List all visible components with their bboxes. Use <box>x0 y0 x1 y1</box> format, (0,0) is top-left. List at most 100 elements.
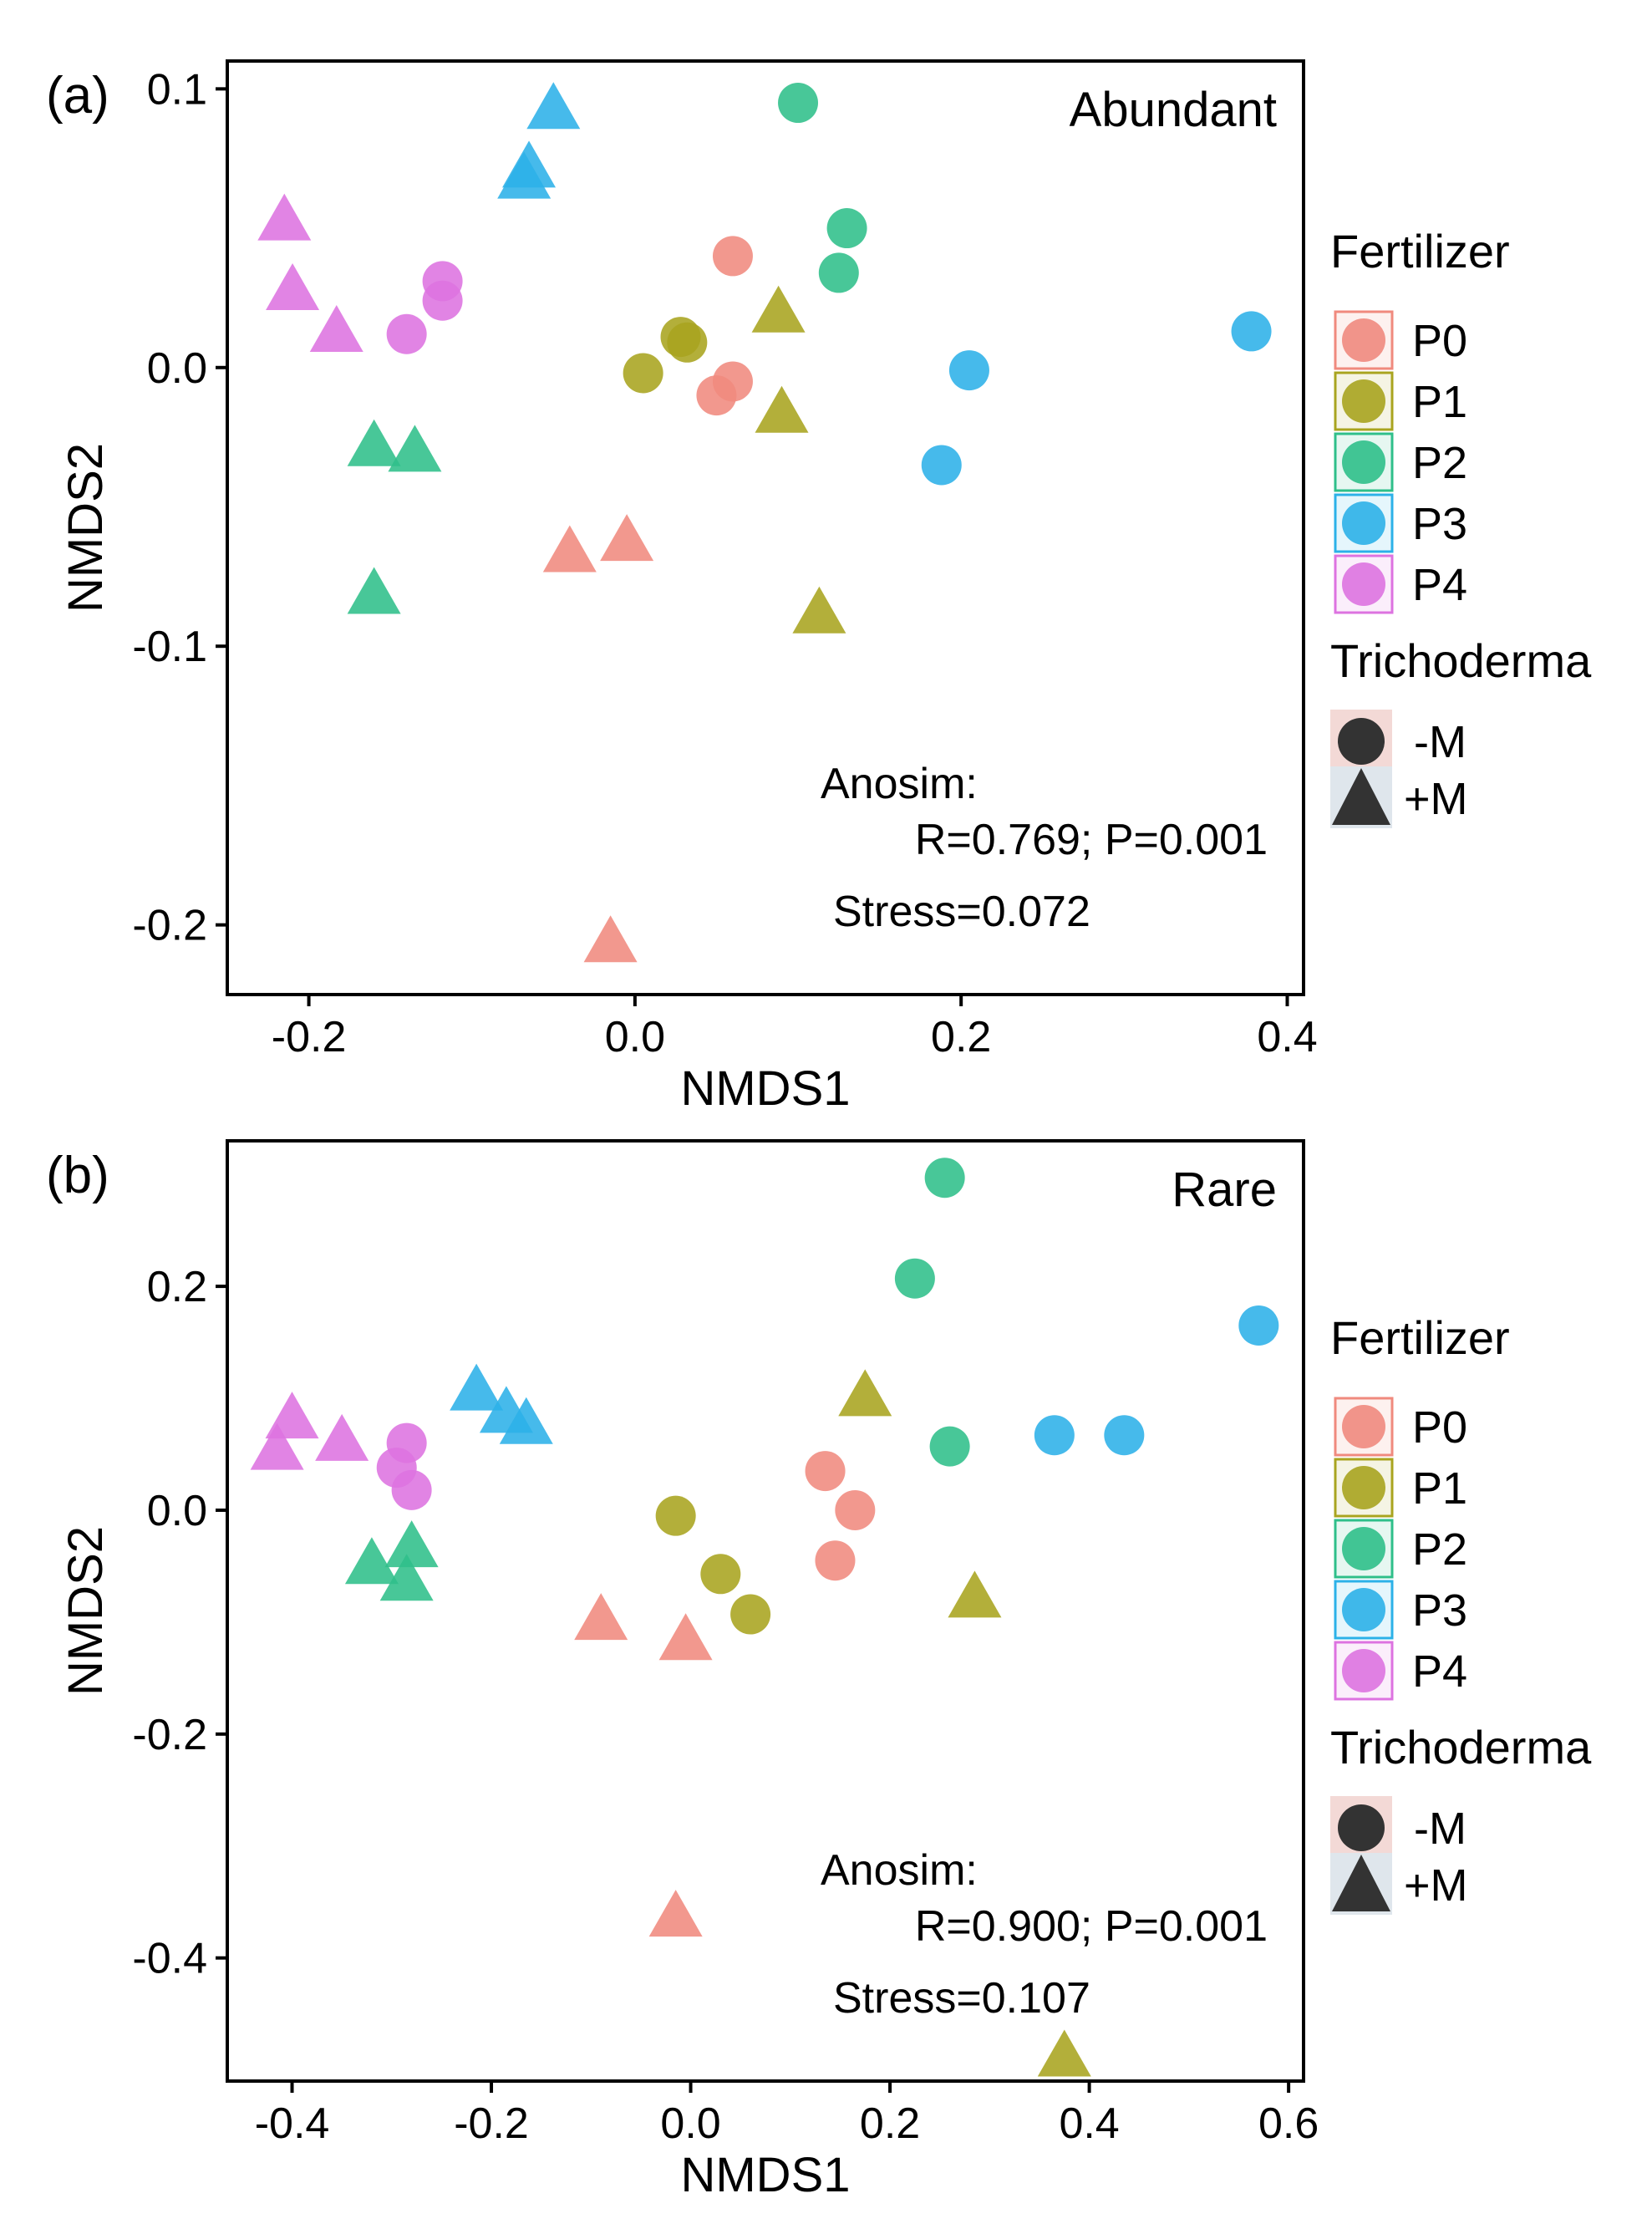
legend-key-p3[interactable] <box>1334 1580 1394 1640</box>
y-tick-label: -0.2 <box>132 1711 207 1759</box>
point-p3-minus-m[interactable] <box>921 445 962 486</box>
point-p4-plus-m[interactable] <box>257 193 312 241</box>
legend: Fertilizer P0 P1 P2 P3 P4 Trichoderma -M +M <box>1330 1311 1592 1915</box>
point-p0-minus-m[interactable] <box>815 1540 856 1581</box>
legend-key-circle <box>1342 379 1385 423</box>
legend-key-circle <box>1338 718 1385 765</box>
point-p0-plus-m[interactable] <box>658 1613 713 1661</box>
point-p4-minus-m[interactable] <box>391 1469 432 1510</box>
point-p4-minus-m[interactable] <box>386 313 427 354</box>
point-p3-plus-m[interactable] <box>499 1397 553 1444</box>
point-p2-minus-m[interactable] <box>894 1258 935 1299</box>
legend-title-fertilizer: Fertilizer <box>1330 1311 1510 1364</box>
point-p1-plus-m[interactable] <box>751 285 806 333</box>
point-p0-minus-m[interactable] <box>835 1489 876 1530</box>
point-p4-plus-m[interactable] <box>309 305 363 353</box>
legend-key-minus-m[interactable] <box>1330 1796 1392 1858</box>
point-p3-minus-m[interactable] <box>1238 1305 1279 1346</box>
legend-key-p0[interactable] <box>1334 1397 1394 1457</box>
legend-key-circle <box>1342 1588 1385 1631</box>
point-p1-minus-m[interactable] <box>730 1594 771 1635</box>
point-p4-plus-m[interactable] <box>315 1413 369 1461</box>
legend-key-triangle <box>1332 1855 1390 1911</box>
point-p4-minus-m[interactable] <box>422 280 463 321</box>
point-p2-minus-m[interactable] <box>818 252 859 293</box>
legend-label-minus-m: -M <box>1414 717 1466 767</box>
legend-label-p0: P0 <box>1412 1402 1467 1453</box>
x-tick-label: -0.2 <box>272 1013 347 1061</box>
x-tick-label: 0.2 <box>931 1013 991 1061</box>
point-p4-plus-m[interactable] <box>266 263 320 311</box>
x-tick-label: 0.4 <box>1059 2099 1119 2148</box>
legend-key-p1[interactable] <box>1334 1458 1394 1518</box>
y-tick-label: 0.0 <box>147 344 207 393</box>
point-p1-minus-m[interactable] <box>667 322 708 363</box>
stress-value: Stress=0.107 <box>833 1974 1090 2023</box>
y-tick-label: -0.2 <box>132 902 207 950</box>
x-tick-label: 0.6 <box>1258 2099 1319 2148</box>
legend-key-p1[interactable] <box>1334 371 1394 431</box>
legend-label-p2: P2 <box>1412 1524 1467 1575</box>
point-p3-plus-m[interactable] <box>497 151 552 199</box>
point-p2-minus-m[interactable] <box>929 1426 970 1467</box>
panel-a: -0.2 0.0 0.2 0.4 -0.2 -0.1 0.0 0.1 NMDS1 NMDS2 (a)… <box>46 59 1592 1116</box>
point-p2-plus-m[interactable] <box>344 1537 399 1585</box>
legend-title-trichoderma: Trichoderma <box>1330 1721 1592 1774</box>
panel-label: (b) <box>46 1147 109 1204</box>
point-p1-minus-m[interactable] <box>623 353 663 394</box>
legend-key-minus-m[interactable] <box>1330 710 1392 771</box>
point-p1-plus-m[interactable] <box>792 586 846 634</box>
point-p1-plus-m[interactable] <box>948 1570 1002 1618</box>
point-p0-plus-m[interactable] <box>648 1890 703 1937</box>
x-axis-title: NMDS1 <box>680 1061 850 1116</box>
anosim-stats: R=0.769; P=0.001 <box>915 816 1268 864</box>
legend-key-circle <box>1342 1649 1385 1692</box>
legend-key-p2[interactable] <box>1334 432 1394 492</box>
point-p0-minus-m[interactable] <box>805 1451 846 1492</box>
point-p1-minus-m[interactable] <box>700 1554 741 1595</box>
point-p0-minus-m[interactable] <box>712 361 753 402</box>
point-p2-plus-m[interactable] <box>379 1554 434 1601</box>
point-p3-plus-m[interactable] <box>450 1363 504 1411</box>
point-p3-minus-m[interactable] <box>948 350 989 391</box>
point-p1-minus-m[interactable] <box>655 1495 696 1536</box>
legend-label-p1: P1 <box>1412 1463 1467 1514</box>
point-p2-minus-m[interactable] <box>778 83 819 124</box>
point-p0-plus-m[interactable] <box>574 1593 628 1641</box>
point-p2-plus-m[interactable] <box>384 1520 439 1568</box>
legend-label-p1: P1 <box>1412 377 1467 427</box>
point-p3-minus-m[interactable] <box>1034 1415 1075 1456</box>
legend-key-p4[interactable] <box>1334 554 1394 614</box>
point-p0-plus-m[interactable] <box>600 514 654 562</box>
y-tick-label: -0.4 <box>132 1935 207 1983</box>
legend-key-plus-m[interactable] <box>1330 1853 1392 1915</box>
point-p1-plus-m[interactable] <box>1037 2029 1091 2077</box>
point-p4-plus-m[interactable] <box>250 1422 304 1470</box>
point-p1-plus-m[interactable] <box>838 1369 892 1417</box>
point-p2-plus-m[interactable] <box>347 567 401 614</box>
point-p3-minus-m[interactable] <box>1231 311 1272 352</box>
point-p3-plus-m[interactable] <box>526 82 581 130</box>
stress-value: Stress=0.072 <box>833 888 1090 936</box>
x-tick-label: 0.0 <box>605 1013 665 1061</box>
legend-key-p3[interactable] <box>1334 493 1394 553</box>
point-p2-minus-m[interactable] <box>826 208 867 249</box>
point-p2-plus-m[interactable] <box>347 419 401 466</box>
point-p0-plus-m[interactable] <box>542 525 597 573</box>
point-p3-minus-m[interactable] <box>1104 1415 1145 1456</box>
legend-key-p4[interactable] <box>1334 1641 1394 1701</box>
legend-key-circle <box>1338 1804 1385 1851</box>
legend-key-p0[interactable] <box>1334 310 1394 370</box>
point-p2-minus-m[interactable] <box>924 1158 965 1198</box>
x-tick-label: -0.4 <box>255 2099 330 2148</box>
anosim-stats: R=0.900; P=0.001 <box>915 1902 1268 1951</box>
legend-label-p0: P0 <box>1412 316 1467 366</box>
point-p0-minus-m[interactable] <box>712 236 753 277</box>
point-p0-plus-m[interactable] <box>583 915 638 963</box>
point-p1-plus-m[interactable] <box>755 385 809 433</box>
point-p2-plus-m[interactable] <box>388 425 442 472</box>
legend-key-plus-m[interactable] <box>1330 766 1392 828</box>
x-tick-label: -0.2 <box>454 2099 529 2148</box>
legend-key-p2[interactable] <box>1334 1519 1394 1579</box>
